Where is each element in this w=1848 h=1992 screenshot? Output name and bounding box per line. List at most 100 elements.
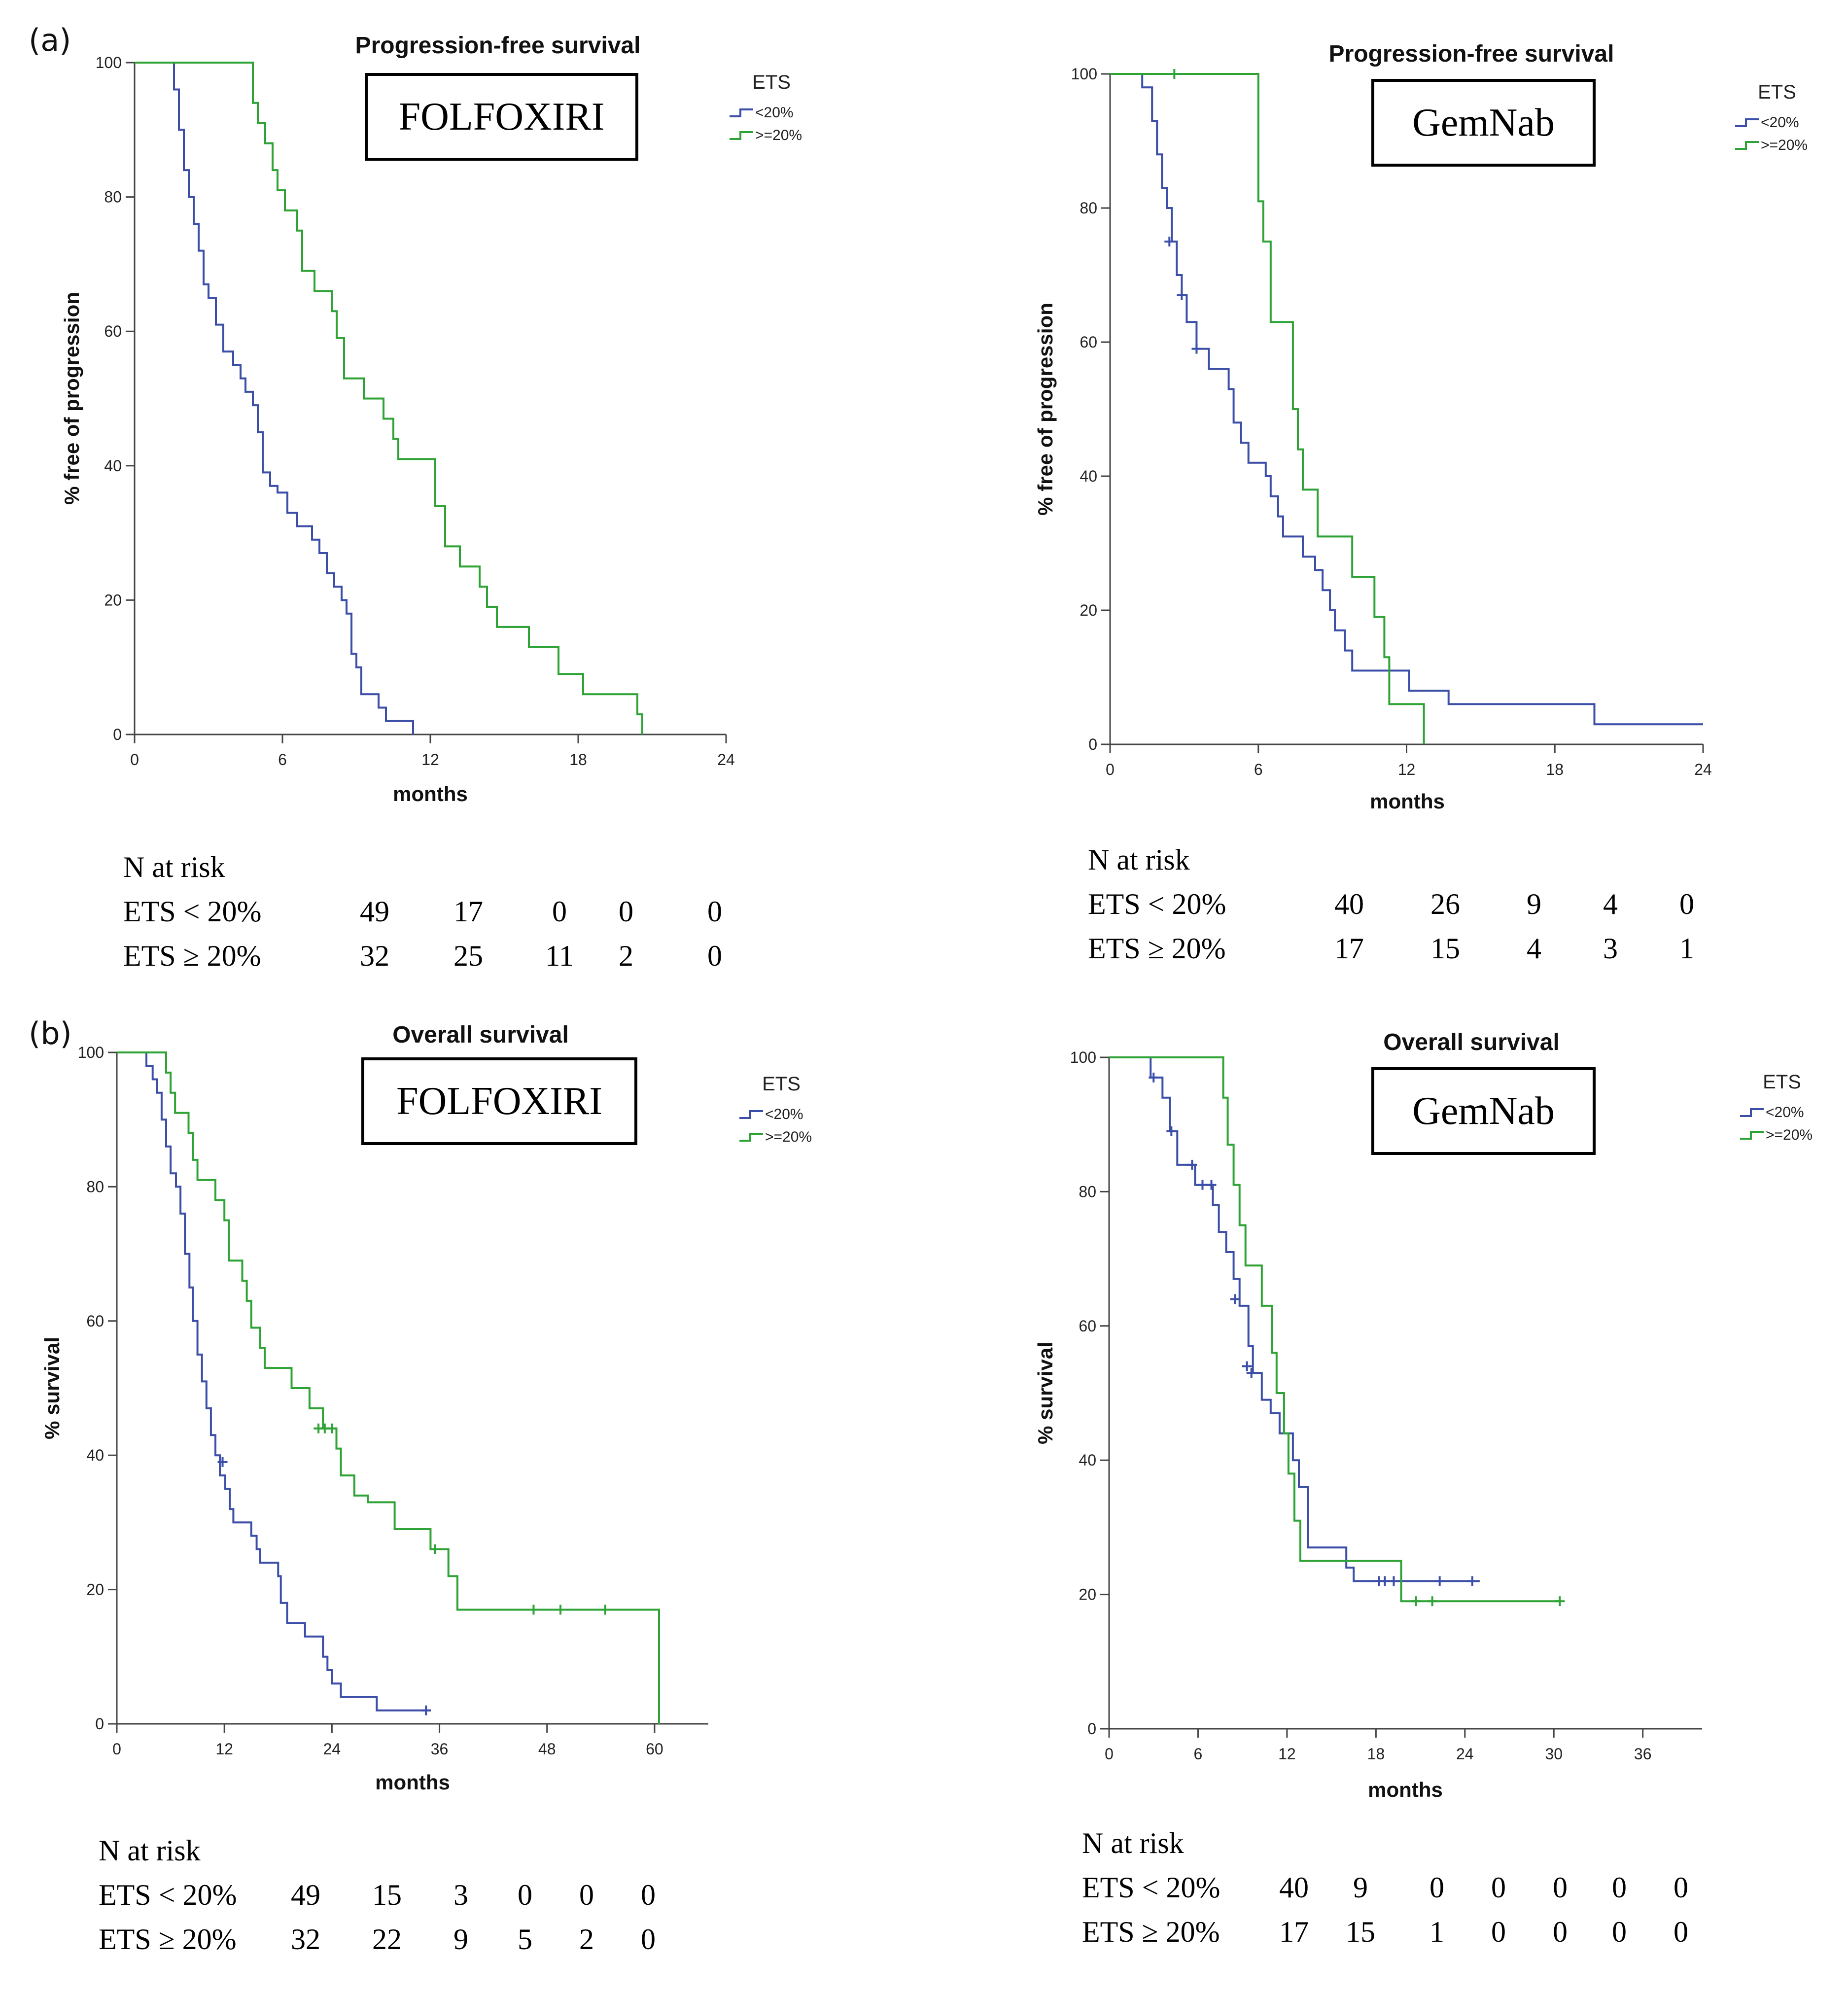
censor-mark-1 xyxy=(556,1605,565,1615)
risk-table-os-gemnab: N at risk ETS < 20% 40 9 0 0 0 0 0 ETS ≥ 20% 17 15 1… xyxy=(1082,1826,1821,1964)
legend-title: ETS xyxy=(1758,81,1796,103)
censor-mark-0 xyxy=(1191,344,1202,354)
y-tick-label: 100 xyxy=(1070,1048,1096,1066)
censor-mark-0 xyxy=(1166,1126,1177,1136)
y-tick-label: 60 xyxy=(1080,333,1097,351)
legend-entry-1: >=20% xyxy=(1766,1127,1813,1143)
risk-cell: 15 xyxy=(1430,932,1460,965)
risk-table-row: ETS ≥ 20% 17 15 1 0 0 0 0 xyxy=(1082,1915,1821,1955)
risk-table-row: ETS ≥ 20% 32 25 11 2 0 xyxy=(123,939,813,979)
risk-cell: 26 xyxy=(1430,888,1460,920)
risk-table-pfs-folfoxiri: N at risk ETS < 20% 49 17 0 0 0 ETS ≥ 20% 32 25 11… xyxy=(123,850,813,988)
censor-mark-1 xyxy=(600,1605,610,1615)
risk-cell: 9 xyxy=(1527,888,1541,920)
y-tick-label: 80 xyxy=(86,1178,104,1195)
legend-swatch-1 xyxy=(1735,141,1759,150)
x-tick-label: 0 xyxy=(1105,1745,1114,1763)
risk-table-title: N at risk xyxy=(1088,843,1190,876)
legend-entry-1: >=20% xyxy=(1761,137,1808,153)
x-axis-label: months xyxy=(393,782,468,805)
risk-table-row: ETS < 20% 49 15 3 0 0 0 xyxy=(99,1878,789,1918)
x-tick-label: 36 xyxy=(1634,1745,1652,1763)
censor-mark-0 xyxy=(1380,1576,1390,1586)
risk-cell: 49 xyxy=(360,895,389,928)
x-tick-label: 30 xyxy=(1545,1745,1563,1763)
legend-swatch-1 xyxy=(1740,1131,1764,1140)
y-tick-label: 60 xyxy=(1079,1317,1096,1335)
risk-cell: 0 xyxy=(552,895,567,928)
legend-entry-0: <20% xyxy=(755,105,794,121)
risk-cell: 0 xyxy=(579,1879,594,1911)
risk-cell: 2 xyxy=(579,1923,594,1956)
risk-cell: 17 xyxy=(1279,1916,1309,1948)
y-tick-label: 80 xyxy=(104,188,122,206)
risk-cell: 0 xyxy=(641,1923,656,1956)
x-tick-label: 48 xyxy=(538,1740,556,1758)
chart-title: Overall survival xyxy=(392,1022,569,1048)
x-tick-label: 18 xyxy=(1546,761,1564,778)
chart-title: Progression-free survival xyxy=(355,33,641,59)
risk-cell: 9 xyxy=(453,1923,468,1956)
x-tick-label: 12 xyxy=(215,1740,233,1758)
risk-row-label: ETS ≥ 20% xyxy=(123,940,261,972)
panel-label-b: (b) xyxy=(29,1015,72,1051)
risk-row-label: ETS ≥ 20% xyxy=(1082,1916,1220,1948)
risk-cell: 3 xyxy=(453,1879,468,1911)
risk-cell: 1 xyxy=(1430,1916,1444,1948)
legend-entry-0: <20% xyxy=(1761,114,1799,131)
risk-cell: 11 xyxy=(545,940,574,972)
risk-cell: 25 xyxy=(453,940,483,972)
risk-cell: 4 xyxy=(1603,888,1618,920)
x-tick-label: 6 xyxy=(1194,1745,1203,1763)
risk-table-row: ETS < 20% 40 26 9 4 0 xyxy=(1088,887,1778,927)
y-tick-label: 40 xyxy=(1080,467,1097,485)
risk-cell: 0 xyxy=(641,1879,656,1911)
censor-mark-0 xyxy=(1389,1576,1399,1586)
y-axis-label: % free of progression xyxy=(60,292,83,505)
legend-swatch-0 xyxy=(739,1110,763,1119)
risk-table-pfs-gemnab: N at risk ETS < 20% 40 26 9 4 0 ETS ≥ 20% 17 15 4 3… xyxy=(1088,843,1778,981)
censor-mark-0 xyxy=(1206,1180,1217,1190)
censor-mark-0 xyxy=(1246,1368,1256,1378)
censor-mark-0 xyxy=(1149,1072,1159,1083)
legend-swatch-0 xyxy=(1740,1108,1764,1117)
x-tick-label: 0 xyxy=(112,1740,121,1758)
risk-row-label: ETS < 20% xyxy=(1082,1871,1220,1904)
risk-cell: 40 xyxy=(1279,1871,1309,1904)
legend-title: ETS xyxy=(762,1073,801,1095)
legend-title: ETS xyxy=(752,71,791,93)
risk-table-title: N at risk xyxy=(99,1834,201,1867)
legend-swatch-0 xyxy=(730,108,753,117)
risk-cell: 2 xyxy=(619,940,633,972)
risk-table-title: N at risk xyxy=(1082,1827,1184,1859)
survival-curve-1 xyxy=(117,1051,660,1724)
risk-cell: 1 xyxy=(1679,932,1694,965)
y-tick-label: 60 xyxy=(104,322,122,340)
censor-mark-1 xyxy=(1555,1596,1565,1607)
x-tick-label: 24 xyxy=(1694,761,1712,778)
survival-curve-1 xyxy=(1109,1056,1562,1603)
risk-row-label: ETS ≥ 20% xyxy=(99,1923,237,1956)
x-tick-label: 18 xyxy=(1367,1745,1385,1763)
y-tick-label: 0 xyxy=(1087,1720,1096,1738)
y-tick-label: 0 xyxy=(1088,735,1097,753)
risk-cell: 0 xyxy=(1430,1871,1444,1904)
x-tick-label: 12 xyxy=(421,751,439,769)
y-tick-label: 100 xyxy=(96,54,122,71)
y-tick-label: 100 xyxy=(1071,65,1097,83)
x-tick-label: 0 xyxy=(1106,761,1115,778)
risk-cell: 0 xyxy=(707,895,722,928)
y-axis-label: % survival xyxy=(1034,1342,1057,1444)
y-tick-label: 40 xyxy=(86,1446,104,1464)
risk-row-label: ETS < 20% xyxy=(1088,888,1226,920)
risk-cell: 22 xyxy=(372,1923,402,1956)
chart-os-gemnab: 0 6 12 18 24 30 36 0 20 40 60 80 100 months % survival… xyxy=(1034,1029,1813,1801)
censor-mark-0 xyxy=(1177,290,1187,300)
risk-cell: 9 xyxy=(1353,1871,1368,1904)
survival-curve-0 xyxy=(117,1051,431,1712)
x-tick-label: 24 xyxy=(717,751,735,769)
censor-mark-0 xyxy=(1164,237,1175,246)
x-tick-label: 6 xyxy=(278,751,287,769)
x-axis-label: months xyxy=(1368,1778,1443,1801)
risk-cell: 0 xyxy=(1612,1871,1627,1904)
